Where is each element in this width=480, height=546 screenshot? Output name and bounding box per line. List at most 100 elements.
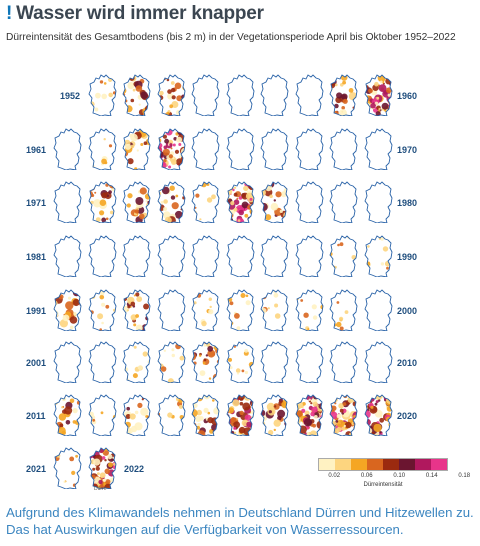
map-caption: Dürre [94, 486, 107, 492]
map-1993 [122, 289, 151, 331]
map-1988 [294, 235, 323, 277]
map-1972 [87, 181, 116, 223]
map-2005 [191, 341, 220, 383]
map-1980 [363, 181, 392, 223]
map-2001 [53, 341, 82, 383]
legend-tick-label: 0.14 [425, 473, 438, 479]
subtitle: Dürreintensität des Gesamtbodens (bis 2 … [6, 32, 456, 43]
map-1953 [122, 74, 151, 116]
map-1956 [225, 74, 254, 116]
row-label-left: 2021 [26, 464, 47, 474]
map-2021 [53, 447, 82, 489]
row-label-left: 1961 [26, 145, 47, 155]
map-1997 [260, 289, 289, 331]
map-2008 [294, 341, 323, 383]
row-label-left: 1971 [26, 198, 47, 208]
map-2012 [87, 394, 116, 436]
map-1961 [53, 128, 82, 170]
map-2014 [156, 394, 185, 436]
map-2004 [156, 341, 185, 383]
map-1994 [156, 289, 185, 331]
map-1967 [260, 128, 289, 170]
row-label-left: 1981 [26, 252, 47, 262]
legend-swatch [319, 459, 335, 470]
row-label-right: 2022 [124, 464, 145, 474]
title-text: Wasser wird immer knapper [16, 3, 264, 24]
map-1958 [294, 74, 323, 116]
map-1986 [225, 235, 254, 277]
map-1999 [329, 289, 358, 331]
row-label-left: 1991 [26, 306, 47, 316]
map-1995 [191, 289, 220, 331]
map-1982 [87, 235, 116, 277]
map-2010 [363, 341, 392, 383]
map-1969 [329, 128, 358, 170]
map-2022 [87, 447, 116, 489]
map-1963 [122, 128, 151, 170]
map-1978 [294, 181, 323, 223]
row-label-right: 1960 [397, 91, 418, 101]
map-1977 [260, 181, 289, 223]
map-1964 [156, 128, 185, 170]
map-grid: 1952 1960 1961 1970 1971 1980 1981 1990 1991 2000… [26, 74, 418, 492]
legend-swatch [367, 459, 383, 470]
legend-swatch [383, 459, 399, 470]
legend: 0.02 0.06 0.10 0.14 0.18 Dürreintensität [318, 458, 470, 498]
map-1959 [329, 74, 358, 116]
map-1973 [122, 181, 151, 223]
map-1952 [87, 74, 116, 116]
legend-swatch [335, 459, 351, 470]
map-1966 [225, 128, 254, 170]
legend-swatch [431, 459, 447, 470]
map-1979 [329, 181, 358, 223]
map-1976 [225, 181, 254, 223]
footnote: Aufgrund des Klimawandels nehmen in Deut… [6, 505, 474, 537]
map-1954 [156, 74, 185, 116]
legend-swatch [415, 459, 431, 470]
page-title: ! Wasser wird immer knapper [6, 3, 264, 25]
map-2017 [260, 394, 289, 436]
map-1996 [225, 289, 254, 331]
map-1962 [87, 128, 116, 170]
row-label-right: 1970 [397, 145, 418, 155]
legend-tick-label: 0.10 [393, 473, 406, 479]
map-2002 [87, 341, 116, 383]
legend-title: Dürreintensität [363, 482, 403, 488]
legend-tick-label: 0.02 [328, 473, 341, 479]
map-2007 [260, 341, 289, 383]
map-2009 [329, 341, 358, 383]
map-1975 [191, 181, 220, 223]
map-1990 [363, 235, 392, 277]
map-2018 [294, 394, 323, 436]
map-1989 [329, 235, 358, 277]
map-2000 [363, 289, 392, 331]
map-1987 [260, 235, 289, 277]
legend-swatch [351, 459, 367, 470]
legend-tick-label: 0.06 [360, 473, 373, 479]
map-1974 [156, 181, 185, 223]
map-1983 [122, 235, 151, 277]
map-1960 [363, 74, 392, 116]
row-label-right: 2000 [397, 306, 418, 316]
map-2006 [225, 341, 254, 383]
map-1971 [53, 181, 82, 223]
map-1991 [53, 289, 82, 331]
map-1968 [294, 128, 323, 170]
map-2016 [225, 394, 254, 436]
row-label-left: 2011 [26, 411, 46, 421]
legend-tick-label: 0.18 [458, 473, 471, 479]
map-1970 [363, 128, 392, 170]
map-1992 [87, 289, 116, 331]
map-2015 [191, 394, 220, 436]
row-label-left: 1952 [60, 91, 81, 101]
map-1957 [260, 74, 289, 116]
legend-ticks: 0.02 0.06 0.10 0.14 0.18 [318, 471, 470, 481]
map-1981 [53, 235, 82, 277]
exclamation-icon: ! [6, 3, 13, 24]
row-label-right: 2020 [397, 411, 418, 421]
map-1955 [191, 74, 220, 116]
map-2019 [329, 394, 358, 436]
map-2003 [122, 341, 151, 383]
map-2011 [53, 394, 82, 436]
row-label-right: 1990 [397, 252, 418, 262]
